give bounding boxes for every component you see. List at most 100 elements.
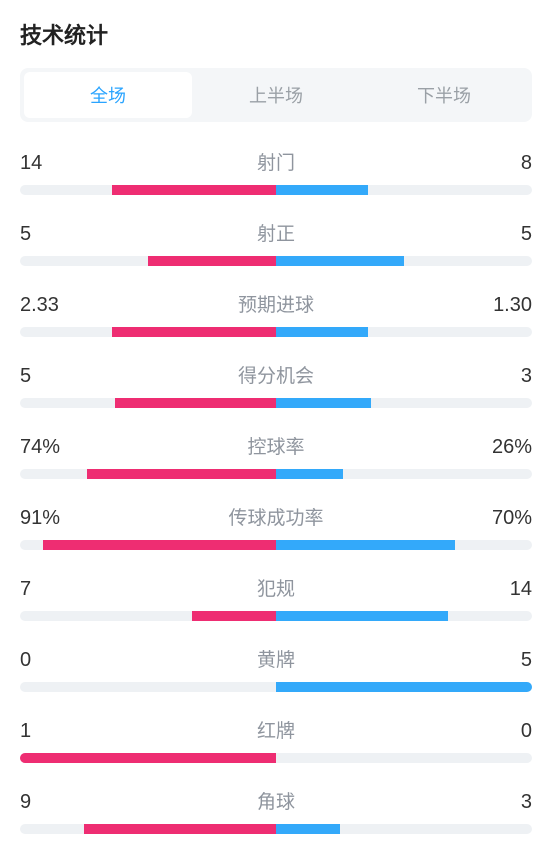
- stat-bar-right-fill: [276, 185, 368, 195]
- stat-bar-right-fill: [276, 256, 404, 266]
- stat-bar-left-fill: [20, 753, 276, 763]
- stat-row: 1红牌0: [20, 716, 532, 763]
- stat-bar-right-fill: [276, 327, 368, 337]
- stat-header: 9角球3: [20, 787, 532, 814]
- stat-bar-right-track: [276, 611, 532, 621]
- stat-right-value: 3: [492, 365, 532, 388]
- stat-bar-left-track: [20, 256, 276, 266]
- stat-bar: [20, 682, 532, 692]
- stat-bar-right-fill: [276, 469, 343, 479]
- stat-header: 5得分机会3: [20, 361, 532, 388]
- stat-row: 2.33预期进球1.30: [20, 290, 532, 337]
- stat-bar-right-fill: [276, 611, 448, 621]
- stat-left-value: 91%: [20, 507, 60, 530]
- stat-bar: [20, 611, 532, 621]
- stat-bar-right-track: [276, 256, 532, 266]
- stat-right-value: 1.30: [492, 294, 532, 317]
- stat-header: 1红牌0: [20, 716, 532, 743]
- stat-bar: [20, 824, 532, 834]
- stat-header: 0黄牌5: [20, 645, 532, 672]
- stat-header: 74%控球率26%: [20, 432, 532, 459]
- stat-bar-right-fill: [276, 540, 455, 550]
- stat-left-value: 74%: [20, 436, 60, 459]
- stat-label: 得分机会: [60, 361, 492, 388]
- stat-right-value: 8: [492, 152, 532, 175]
- panel-title: 技术统计: [20, 18, 532, 50]
- stat-bar-left-track: [20, 753, 276, 763]
- stat-right-value: 5: [492, 223, 532, 246]
- tab-1[interactable]: 上半场: [192, 72, 360, 118]
- stat-bar-right-track: [276, 540, 532, 550]
- stat-bar-left-fill: [148, 256, 276, 266]
- stat-bar-left-track: [20, 398, 276, 408]
- stat-label: 角球: [60, 787, 492, 814]
- stat-bar-left-track: [20, 682, 276, 692]
- stat-bar-right-track: [276, 824, 532, 834]
- stat-label: 传球成功率: [60, 503, 492, 530]
- stat-bar-left-fill: [87, 469, 276, 479]
- stat-bar-right-fill: [276, 824, 340, 834]
- stat-bar-left-track: [20, 824, 276, 834]
- stat-bar-right-fill: [276, 682, 532, 692]
- stat-bar-right-track: [276, 682, 532, 692]
- stat-header: 7犯规14: [20, 574, 532, 601]
- stat-right-value: 70%: [492, 507, 532, 530]
- period-tabs: 全场上半场下半场: [20, 68, 532, 122]
- stat-bar-left-fill: [43, 540, 276, 550]
- stat-bar-right-track: [276, 753, 532, 763]
- stat-row: 0黄牌5: [20, 645, 532, 692]
- stat-bar-left-fill: [112, 185, 276, 195]
- stat-bar: [20, 256, 532, 266]
- stats-list: 14射门85射正52.33预期进球1.305得分机会374%控球率26%91%传…: [20, 148, 532, 834]
- stat-bar: [20, 398, 532, 408]
- stat-bar: [20, 185, 532, 195]
- stat-bar-left-fill: [192, 611, 276, 621]
- stat-bar-right-track: [276, 327, 532, 337]
- stat-label: 犯规: [60, 574, 492, 601]
- stat-label: 射正: [60, 219, 492, 246]
- stat-row: 5得分机会3: [20, 361, 532, 408]
- stat-label: 控球率: [60, 432, 492, 459]
- stat-bar: [20, 327, 532, 337]
- stat-left-value: 5: [20, 223, 60, 246]
- stat-bar-left-track: [20, 611, 276, 621]
- stat-bar-left-track: [20, 540, 276, 550]
- stat-left-value: 9: [20, 791, 60, 814]
- stat-bar: [20, 469, 532, 479]
- stat-bar-left-track: [20, 327, 276, 337]
- tab-0[interactable]: 全场: [24, 72, 192, 118]
- stat-row: 9角球3: [20, 787, 532, 834]
- stat-bar-left-fill: [112, 327, 276, 337]
- stat-header: 14射门8: [20, 148, 532, 175]
- stat-header: 91%传球成功率70%: [20, 503, 532, 530]
- stat-left-value: 14: [20, 152, 60, 175]
- stat-row: 91%传球成功率70%: [20, 503, 532, 550]
- stat-header: 2.33预期进球1.30: [20, 290, 532, 317]
- stat-bar-left-track: [20, 469, 276, 479]
- stat-bar-right-track: [276, 185, 532, 195]
- stat-left-value: 5: [20, 365, 60, 388]
- stat-label: 预期进球: [60, 290, 492, 317]
- stat-right-value: 3: [492, 791, 532, 814]
- stat-right-value: 26%: [492, 436, 532, 459]
- stat-bar-right-fill: [276, 398, 371, 408]
- stat-row: 5射正5: [20, 219, 532, 266]
- stat-bar-left-track: [20, 185, 276, 195]
- stat-header: 5射正5: [20, 219, 532, 246]
- stat-right-value: 14: [492, 578, 532, 601]
- stat-label: 射门: [60, 148, 492, 175]
- stat-left-value: 1: [20, 720, 60, 743]
- stat-bar-right-track: [276, 398, 532, 408]
- tab-2[interactable]: 下半场: [360, 72, 528, 118]
- stat-label: 红牌: [60, 716, 492, 743]
- stat-right-value: 0: [492, 720, 532, 743]
- stat-left-value: 0: [20, 649, 60, 672]
- stat-bar: [20, 540, 532, 550]
- stat-row: 7犯规14: [20, 574, 532, 621]
- stats-panel: 技术统计 全场上半场下半场 14射门85射正52.33预期进球1.305得分机会…: [0, 0, 552, 868]
- stat-bar-left-fill: [84, 824, 276, 834]
- stat-bar: [20, 753, 532, 763]
- stat-label: 黄牌: [60, 645, 492, 672]
- stat-bar-right-track: [276, 469, 532, 479]
- stat-left-value: 2.33: [20, 294, 60, 317]
